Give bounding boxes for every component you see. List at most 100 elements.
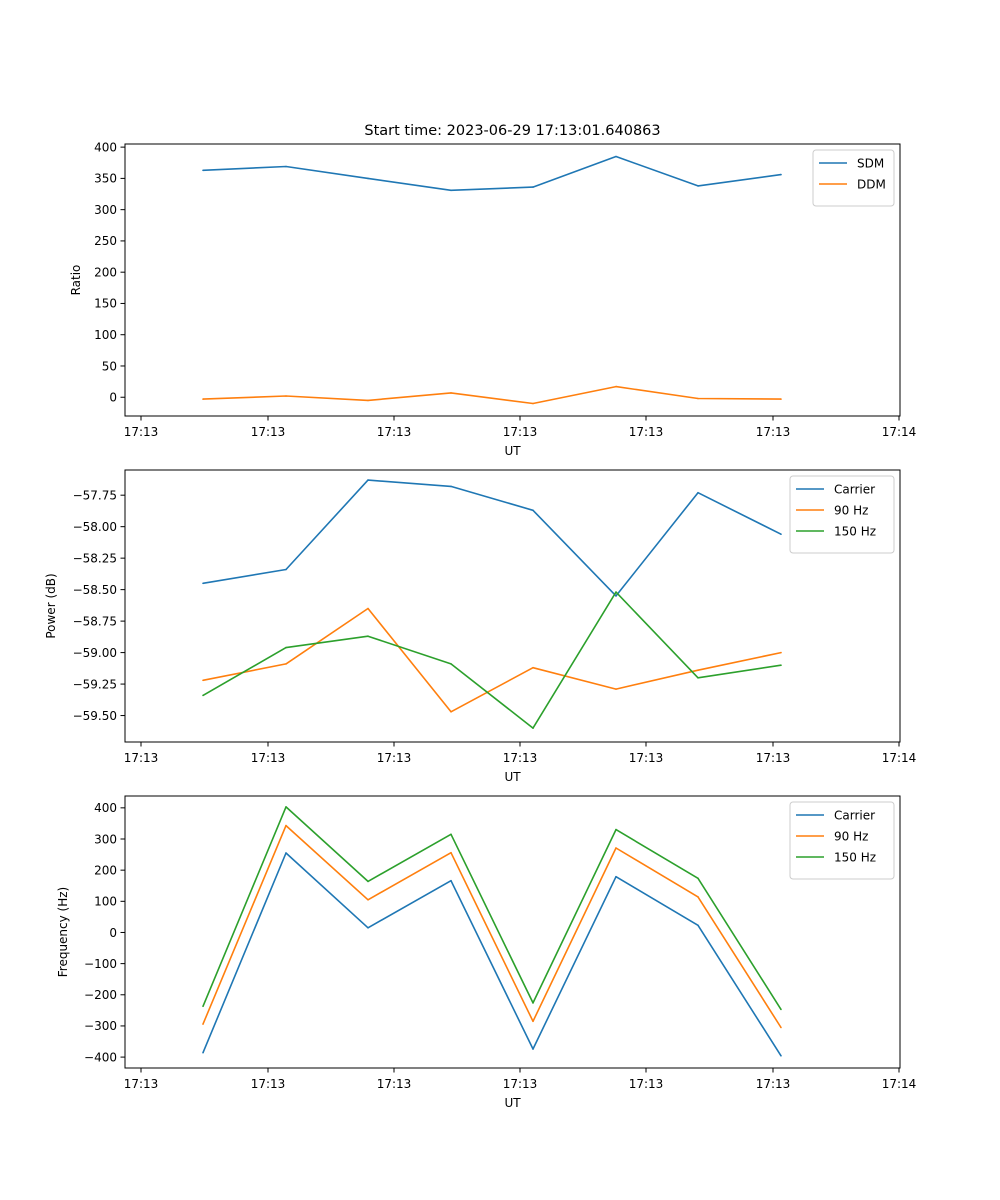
data-point-150-hz <box>615 591 617 593</box>
data-point-90-hz <box>367 899 369 901</box>
data-point-150-hz <box>202 694 204 697</box>
series-line-sdm <box>202 155 782 192</box>
x-tick-label: 17:14 <box>882 751 917 765</box>
data-point-carrier <box>532 1048 534 1050</box>
series-line-90-hz <box>202 824 782 1028</box>
y-tick-label: −59.00 <box>73 646 117 660</box>
data-point-150-hz <box>697 677 699 679</box>
chart-3: 17:13 17:13 17:13 17:13 17:13 17:13 17:14 −400 −… <box>56 795 916 1110</box>
data-point-90-hz <box>615 847 617 849</box>
y-tick-label: −59.50 <box>73 709 117 723</box>
data-point-ddm <box>615 385 617 388</box>
y-tick-label: 200 <box>94 265 117 279</box>
y-tick-label: −300 <box>84 1019 117 1033</box>
y-tick-label: 400 <box>94 140 117 154</box>
data-point-ddm <box>697 397 699 400</box>
y-axis-label: Frequency (Hz) <box>56 887 70 978</box>
data-point-150-hz <box>450 663 452 665</box>
legend-label-carrier: Carrier <box>834 483 875 497</box>
y-tick-label: −100 <box>84 957 117 971</box>
data-point-150-hz <box>532 1002 534 1004</box>
data-point-90-hz <box>780 1026 782 1029</box>
x-tick-label: 17:13 <box>629 1077 664 1091</box>
x-tick-label: 17:13 <box>251 751 286 765</box>
series-line-150-hz <box>202 591 782 729</box>
legend-box <box>812 149 895 207</box>
data-point-150-hz <box>202 1005 204 1008</box>
data-point-150-hz <box>367 880 369 883</box>
y-tick-label: 50 <box>102 359 117 373</box>
data-point-sdm <box>450 189 452 192</box>
y-tick-label: 350 <box>94 172 117 186</box>
data-point-carrier <box>367 479 369 481</box>
y-tick-label: −58.00 <box>73 520 117 534</box>
data-point-150-hz <box>450 833 452 836</box>
data-point-carrier <box>780 533 782 535</box>
x-tick-label: 17:13 <box>377 425 412 439</box>
data-point-90-hz <box>367 607 369 610</box>
y-tick-label: −58.25 <box>73 551 117 565</box>
data-point-carrier <box>697 491 699 494</box>
data-point-carrier <box>615 595 617 597</box>
data-point-carrier <box>202 582 204 585</box>
legend-label-ddm: DDM <box>857 178 886 192</box>
series-line-150-hz <box>202 806 782 1010</box>
plot-frame <box>124 469 901 743</box>
data-point-carrier <box>450 879 452 882</box>
data-point-90-hz <box>532 666 534 669</box>
legend: Carrier 90 Hz 150 Hz <box>789 475 895 554</box>
data-point-90-hz <box>202 1023 204 1025</box>
y-tick-label: −400 <box>84 1050 117 1064</box>
x-tick-label: 17:13 <box>756 1077 791 1091</box>
legend-label-90-hz: 90 Hz <box>834 504 868 518</box>
data-point-90-hz <box>532 1020 534 1023</box>
x-tick-label: 17:13 <box>377 1077 412 1091</box>
plot-frame <box>124 143 901 417</box>
chart-title: Start time: 2023-06-29 17:13:01.640863 <box>364 123 660 139</box>
x-tick-label: 17:13 <box>124 1077 159 1091</box>
x-tick-label: 17:13 <box>629 751 664 765</box>
y-tick-label: 200 <box>94 863 117 877</box>
y-tick-label: −58.75 <box>73 614 117 628</box>
data-point-sdm <box>615 155 617 158</box>
data-point-90-hz <box>697 669 699 671</box>
legend-label-90-hz: 90 Hz <box>834 830 868 844</box>
x-tick-label: 17:13 <box>756 751 791 765</box>
y-tick-label: 300 <box>94 203 117 217</box>
legend-label-150-hz: 150 Hz <box>834 851 876 865</box>
data-point-ddm <box>450 392 452 394</box>
data-point-carrier <box>450 485 452 488</box>
legend-label-sdm: SDM <box>857 157 884 171</box>
data-point-90-hz <box>285 824 287 827</box>
data-point-90-hz <box>450 851 452 854</box>
y-tick-label: 0 <box>109 391 117 405</box>
legend-box <box>789 801 895 880</box>
y-tick-label: −200 <box>84 988 117 1002</box>
x-tick-label: 17:13 <box>124 751 159 765</box>
data-point-150-hz <box>780 664 782 666</box>
series-line-carrier <box>202 852 782 1057</box>
x-tick-label: 17:13 <box>629 425 664 439</box>
series-line-carrier <box>202 479 782 597</box>
legend: SDM DDM <box>812 149 895 207</box>
data-point-ddm <box>780 398 782 400</box>
x-tick-label: 17:13 <box>503 425 538 439</box>
data-point-90-hz <box>450 711 452 713</box>
data-point-carrier <box>285 568 287 571</box>
x-tick-label: 17:14 <box>882 425 917 439</box>
data-point-carrier <box>697 924 699 927</box>
data-point-90-hz <box>202 679 204 682</box>
y-tick-label: 150 <box>94 297 117 311</box>
x-tick-label: 17:13 <box>503 751 538 765</box>
data-point-carrier <box>780 1055 782 1057</box>
x-axis-label: UT <box>504 444 521 458</box>
data-point-sdm <box>367 177 369 180</box>
data-point-sdm <box>532 186 534 188</box>
y-tick-label: −58.50 <box>73 583 117 597</box>
x-tick-label: 17:13 <box>503 1077 538 1091</box>
data-point-150-hz <box>532 727 534 729</box>
data-point-150-hz <box>367 635 369 637</box>
data-point-150-hz <box>615 828 617 831</box>
data-point-carrier <box>285 852 287 854</box>
x-tick-label: 17:13 <box>124 425 159 439</box>
